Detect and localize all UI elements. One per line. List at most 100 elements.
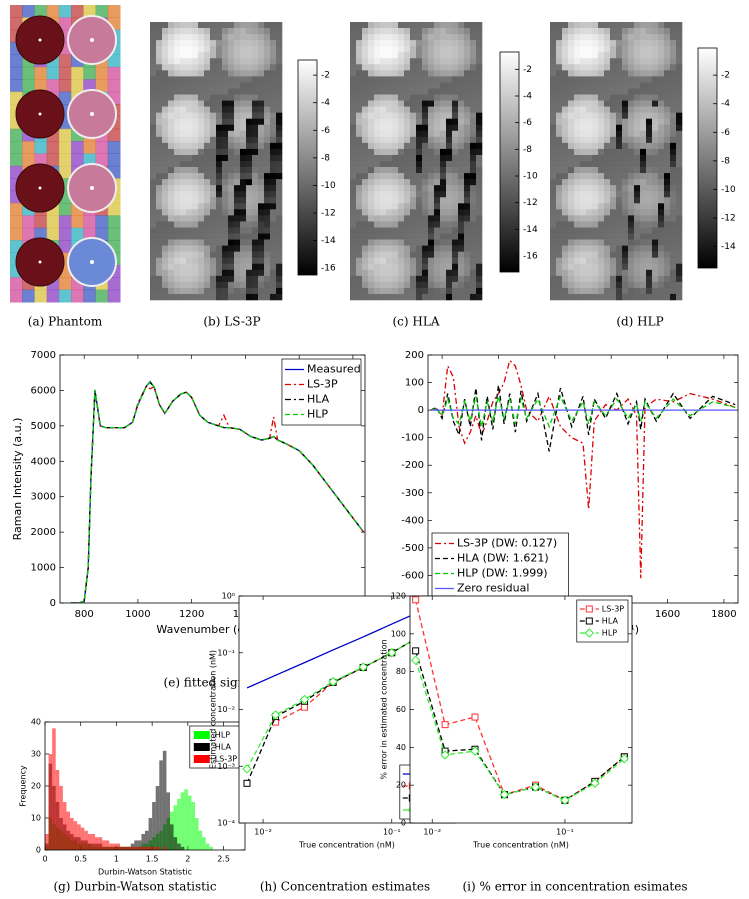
heatmap-cell — [192, 221, 199, 228]
heatmap-cell — [180, 82, 187, 89]
heatmap-cell — [174, 263, 181, 271]
heatmap-cell — [628, 64, 635, 71]
heatmap-cell — [580, 142, 587, 150]
heatmap-cell — [356, 197, 363, 204]
series-line — [430, 359, 736, 579]
hist-bar — [209, 846, 213, 850]
heatmap-cell — [174, 28, 181, 35]
heatmap-cell — [610, 100, 617, 107]
heatmap-cell — [180, 58, 187, 65]
heatmap-cell — [646, 148, 653, 156]
heatmap-cell — [574, 161, 581, 168]
heatmap-cell — [580, 52, 587, 59]
heatmap-cell — [646, 167, 653, 174]
heatmap-cell — [368, 142, 375, 150]
heatmap-cell — [252, 215, 259, 222]
x-tick-label: 10⁻² — [423, 828, 441, 837]
heatmap-cell — [446, 185, 453, 192]
heatmap-cell — [604, 40, 611, 47]
heatmap-cell — [470, 167, 477, 174]
heatmap-cell — [198, 263, 205, 271]
heatmap-cell — [162, 239, 169, 246]
heatmap-cell — [216, 281, 223, 289]
heatmap-cell — [470, 221, 477, 228]
heatmap-cell — [264, 275, 271, 283]
heatmap-cell — [550, 52, 557, 59]
heatmap-cell — [404, 136, 411, 144]
heatmap-cell — [464, 34, 471, 41]
heatmap-cell — [228, 82, 235, 89]
heatmap-cell — [634, 179, 641, 186]
y-axis-label: Estimated concentration (nM) — [209, 650, 218, 769]
heatmap-cell — [580, 191, 587, 198]
heatmap-cell — [180, 52, 187, 59]
heatmap-cell — [670, 239, 677, 246]
heatmap-cell — [574, 221, 581, 228]
heatmap-cell — [562, 287, 569, 295]
heatmap-cell — [640, 52, 647, 59]
hist-bar — [66, 811, 70, 850]
heatmap-cell — [216, 173, 223, 180]
heatmap-cell — [422, 287, 429, 295]
heatmap-cell — [628, 28, 635, 35]
heatmap-cell — [440, 221, 447, 228]
heatmap-cell — [556, 130, 563, 138]
heatmap-cell — [234, 227, 241, 234]
heatmap-cell — [646, 22, 653, 29]
heatmap-cell — [150, 142, 157, 150]
heatmap-cell — [634, 46, 641, 53]
heatmap-cell — [550, 142, 557, 150]
heatmap-cell — [422, 197, 429, 204]
heatmap-cell — [568, 191, 575, 198]
heatmap-cell — [246, 275, 253, 283]
heatmap-cell — [168, 82, 175, 89]
heatmap-cell — [398, 197, 405, 204]
heatmap-cell — [204, 239, 211, 246]
heatmap-cell — [556, 28, 563, 35]
heatmap-cell — [428, 58, 435, 65]
heatmap-cell — [240, 124, 247, 132]
heatmap-cell — [392, 64, 399, 71]
heatmap-cell — [574, 94, 581, 101]
heatmap-cell — [586, 257, 593, 265]
heatmap-cell — [356, 227, 363, 234]
heatmap-cell — [652, 221, 659, 228]
heatmap-cell — [276, 281, 283, 289]
heatmap-cell — [628, 191, 635, 198]
heatmap-cell — [398, 76, 405, 83]
x-axis-label: Durbin-Watson Statistic — [98, 868, 192, 877]
heatmap-cell — [628, 215, 635, 222]
heatmap-cell — [580, 148, 587, 156]
hist-bar — [159, 760, 163, 850]
legend-label: LS-3P — [307, 378, 338, 391]
heatmap-cell — [550, 94, 557, 101]
heatmap-cell — [658, 70, 665, 77]
heatmap-cell — [150, 161, 157, 168]
heatmap-cell — [350, 161, 357, 168]
heatmap-cell — [434, 161, 441, 168]
heatmap-cell — [604, 281, 611, 289]
x-tick-label: 1600 — [655, 609, 680, 620]
heatmap-cell — [276, 148, 283, 156]
heatmap-cell — [652, 142, 659, 150]
heatmap-cell — [476, 281, 483, 289]
heatmap-cell — [670, 287, 677, 295]
heatmap-cell — [446, 22, 453, 29]
heatmap-cell — [550, 191, 557, 198]
heatmap-cell — [568, 112, 575, 119]
heatmap-cell — [670, 275, 677, 283]
heatmap-cell — [634, 185, 641, 192]
heatmap-cell — [368, 245, 375, 252]
heatmap-cell — [664, 118, 671, 126]
heatmap-cell — [622, 275, 629, 283]
heatmap-cell — [416, 233, 423, 240]
heatmap-cell — [470, 82, 477, 89]
heatmap-cell — [234, 293, 241, 301]
heatmap-cell — [234, 251, 241, 258]
heatmap-cell — [186, 269, 193, 277]
heatmap-cell — [422, 106, 429, 113]
heatmap-cell — [392, 142, 399, 150]
heatmap-cell — [440, 22, 447, 29]
heatmap-cell — [410, 227, 417, 234]
heatmap-cell — [216, 179, 223, 186]
